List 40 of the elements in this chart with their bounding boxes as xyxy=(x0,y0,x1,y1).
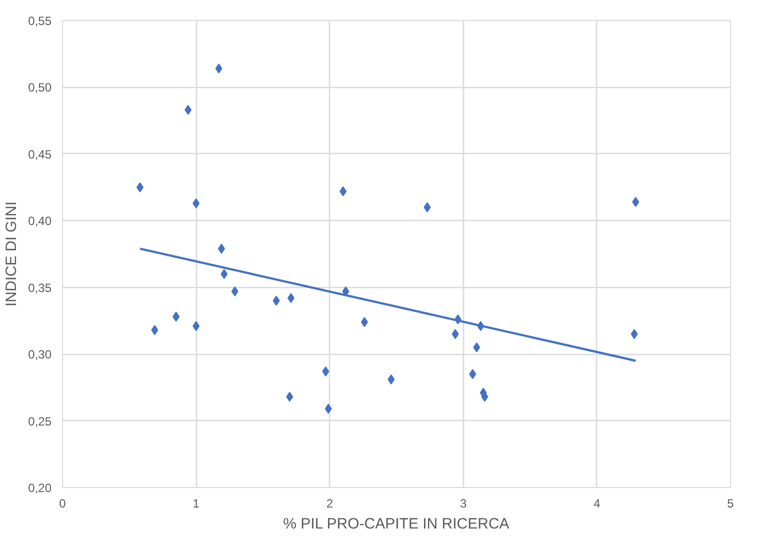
x-tick-label: 2 xyxy=(326,496,334,510)
point xyxy=(360,317,368,328)
x-tick-label: 5 xyxy=(727,496,734,510)
point xyxy=(286,392,294,402)
point xyxy=(632,196,640,207)
y-tick-label: 0,55 xyxy=(28,14,52,28)
x-tick-label: 3 xyxy=(460,496,467,510)
point xyxy=(136,182,144,192)
point xyxy=(231,286,238,296)
x-tick-label: 1 xyxy=(192,496,200,510)
y-tick-label: 0,50 xyxy=(28,80,52,95)
x-tick-label: 0 xyxy=(59,496,66,510)
point xyxy=(151,325,158,336)
point xyxy=(340,186,347,196)
x-axis-title: % PIL PRO-CAPITE IN RICERCA xyxy=(283,516,510,532)
point xyxy=(388,374,395,384)
y-tick-label: 0,30 xyxy=(28,348,52,362)
point xyxy=(287,293,294,304)
point xyxy=(215,64,222,74)
point xyxy=(324,404,332,414)
point xyxy=(172,312,180,322)
point xyxy=(218,244,225,254)
point xyxy=(630,329,638,340)
point xyxy=(452,329,459,340)
y-axis-title: INDICE DI GINI xyxy=(3,201,20,307)
y-tick-label: 0,40 xyxy=(28,214,52,228)
x-tick-label: 4 xyxy=(594,496,601,510)
y-tick-label: 0,20 xyxy=(28,481,52,495)
y-tick-label: 0,25 xyxy=(28,414,52,428)
y-tick-label: 0,45 xyxy=(28,147,52,162)
point xyxy=(192,198,200,208)
point xyxy=(220,269,228,280)
point xyxy=(272,296,280,306)
point xyxy=(192,321,200,332)
point xyxy=(469,369,476,380)
point xyxy=(322,366,330,376)
point xyxy=(424,202,431,212)
point xyxy=(473,342,480,352)
y-tick-label: 0,35 xyxy=(28,280,52,295)
point xyxy=(184,104,192,115)
